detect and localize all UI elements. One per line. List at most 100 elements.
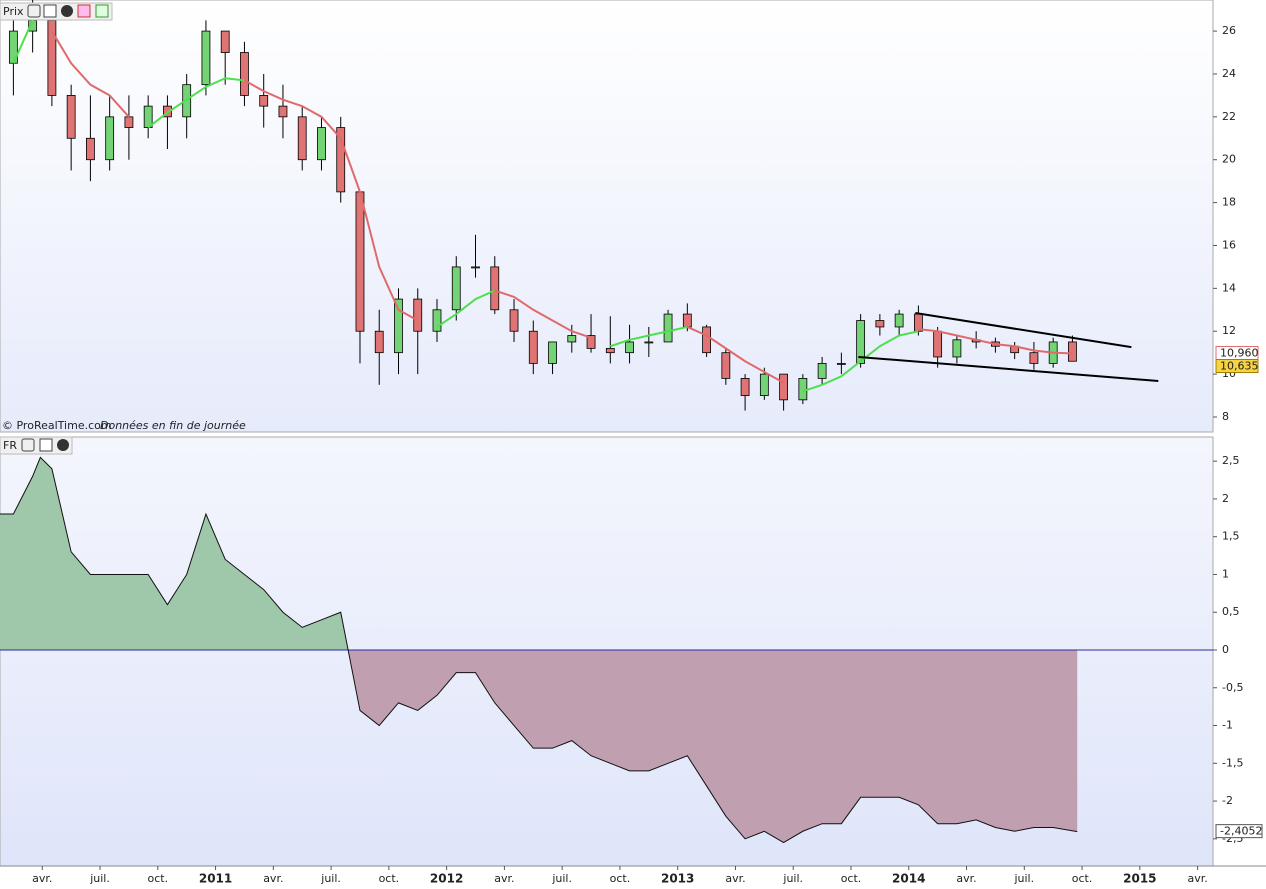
candle-body [605,347,615,354]
y-tick-label: 26 [1222,24,1236,37]
candle-body [451,266,461,311]
y-tick-label: -2 [1222,794,1233,807]
candle-body [240,52,249,96]
candle-body [66,95,76,139]
last-value-label: -2,4052 [1220,825,1262,838]
up-button[interactable] [95,4,109,18]
y-tick-label: -1,5 [1222,756,1243,769]
x-tick-label: avr. [1187,872,1207,885]
indicator-line [0,456,1078,844]
candle-body [1068,341,1077,362]
last-price-label: 10,635 [1220,360,1259,373]
candle-body [86,137,95,161]
y-tick-label: -1 [1222,719,1233,732]
x-tick-label: 2012 [430,872,463,886]
candle-body [682,313,692,328]
moving-average [12,19,919,393]
x-tick-label: 2015 [1123,872,1156,886]
candle-body [894,313,904,328]
panel-label: FR [3,439,17,452]
footer: © ProRealTime.com [2,419,112,432]
candle-body [355,191,365,332]
candle-body [297,116,307,161]
candle-body [836,362,846,365]
candle-body [740,378,750,396]
candle-body [779,373,789,401]
indicator-toolbar [0,436,73,455]
candle-body [432,309,442,332]
panel-label: Prix [3,5,24,18]
candle-body [798,378,808,401]
close-button[interactable] [61,5,73,17]
candle-body [124,116,134,128]
candle-body [759,373,769,396]
x-tick-label: juil. [89,872,110,885]
candle-body [278,105,288,118]
price-panel [0,0,1214,433]
down-button[interactable] [77,4,91,18]
x-tick-label: avr. [956,872,976,885]
x-tick-label: oct. [379,872,400,885]
y-tick-label: 0,5 [1222,605,1240,618]
x-tick-label: avr. [725,872,745,885]
candle-body [471,266,480,269]
x-tick-label: avr. [263,872,283,885]
positive-area [0,457,1078,650]
y-tick-label: 16 [1222,238,1236,251]
y-tick-label: 2 [1222,492,1229,505]
candle-body [548,341,557,364]
candle-body [625,341,634,354]
x-tick-label: avr. [32,872,52,885]
y-tick-label: 14 [1222,281,1236,294]
negative-area [348,649,1078,843]
trendline [858,355,1159,382]
candle-body [394,298,403,354]
y-tick-label: 0 [1222,643,1229,656]
toolbar-icons[interactable] [21,438,69,452]
y-tick-label: 20 [1222,153,1236,166]
candle-body [644,341,654,344]
candle-body [413,298,423,332]
x-tick-label: juil. [1013,872,1034,885]
candle-body [317,127,326,161]
x-tick-label: avr. [494,872,514,885]
x-tick-label: oct. [841,872,862,885]
close-button[interactable] [57,439,69,451]
candle-body [586,335,596,349]
candle-body [721,352,731,379]
candle-body [336,127,346,193]
x-tick-label: oct. [148,872,169,885]
y-tick-label: 2,5 [1222,454,1240,467]
settings-button[interactable] [21,438,35,452]
candle-body [817,362,827,379]
candle-body [490,266,500,311]
x-tick-label: juil. [782,872,803,885]
candle-body [567,335,577,343]
y-tick-label: 18 [1222,196,1236,209]
x-tick-label: oct. [610,872,631,885]
candle-body [875,320,885,328]
candle-body [220,30,230,53]
x-tick-label: 2014 [892,872,925,886]
last-value-box [1215,824,1263,839]
x-tick-label: juil. [320,872,341,885]
settings-button[interactable] [27,4,41,18]
window-button[interactable] [39,438,53,452]
toolbar-icons[interactable] [27,4,109,18]
y-tick-label: 12 [1222,324,1236,337]
candle-body [933,330,943,358]
candles [8,0,1077,411]
y-tick-label: 1 [1222,567,1229,580]
candle-body [105,116,115,161]
candle-body [259,95,269,107]
moving-average [51,30,1073,384]
candle-body [663,313,673,343]
candle-body [201,30,211,86]
y-tick-label: -0,5 [1222,681,1243,694]
y-tick-label: 24 [1222,67,1236,80]
candle-body [856,320,866,364]
window-button[interactable] [43,4,57,18]
trendline [915,312,1132,349]
x-tick-label: 2013 [661,872,694,886]
